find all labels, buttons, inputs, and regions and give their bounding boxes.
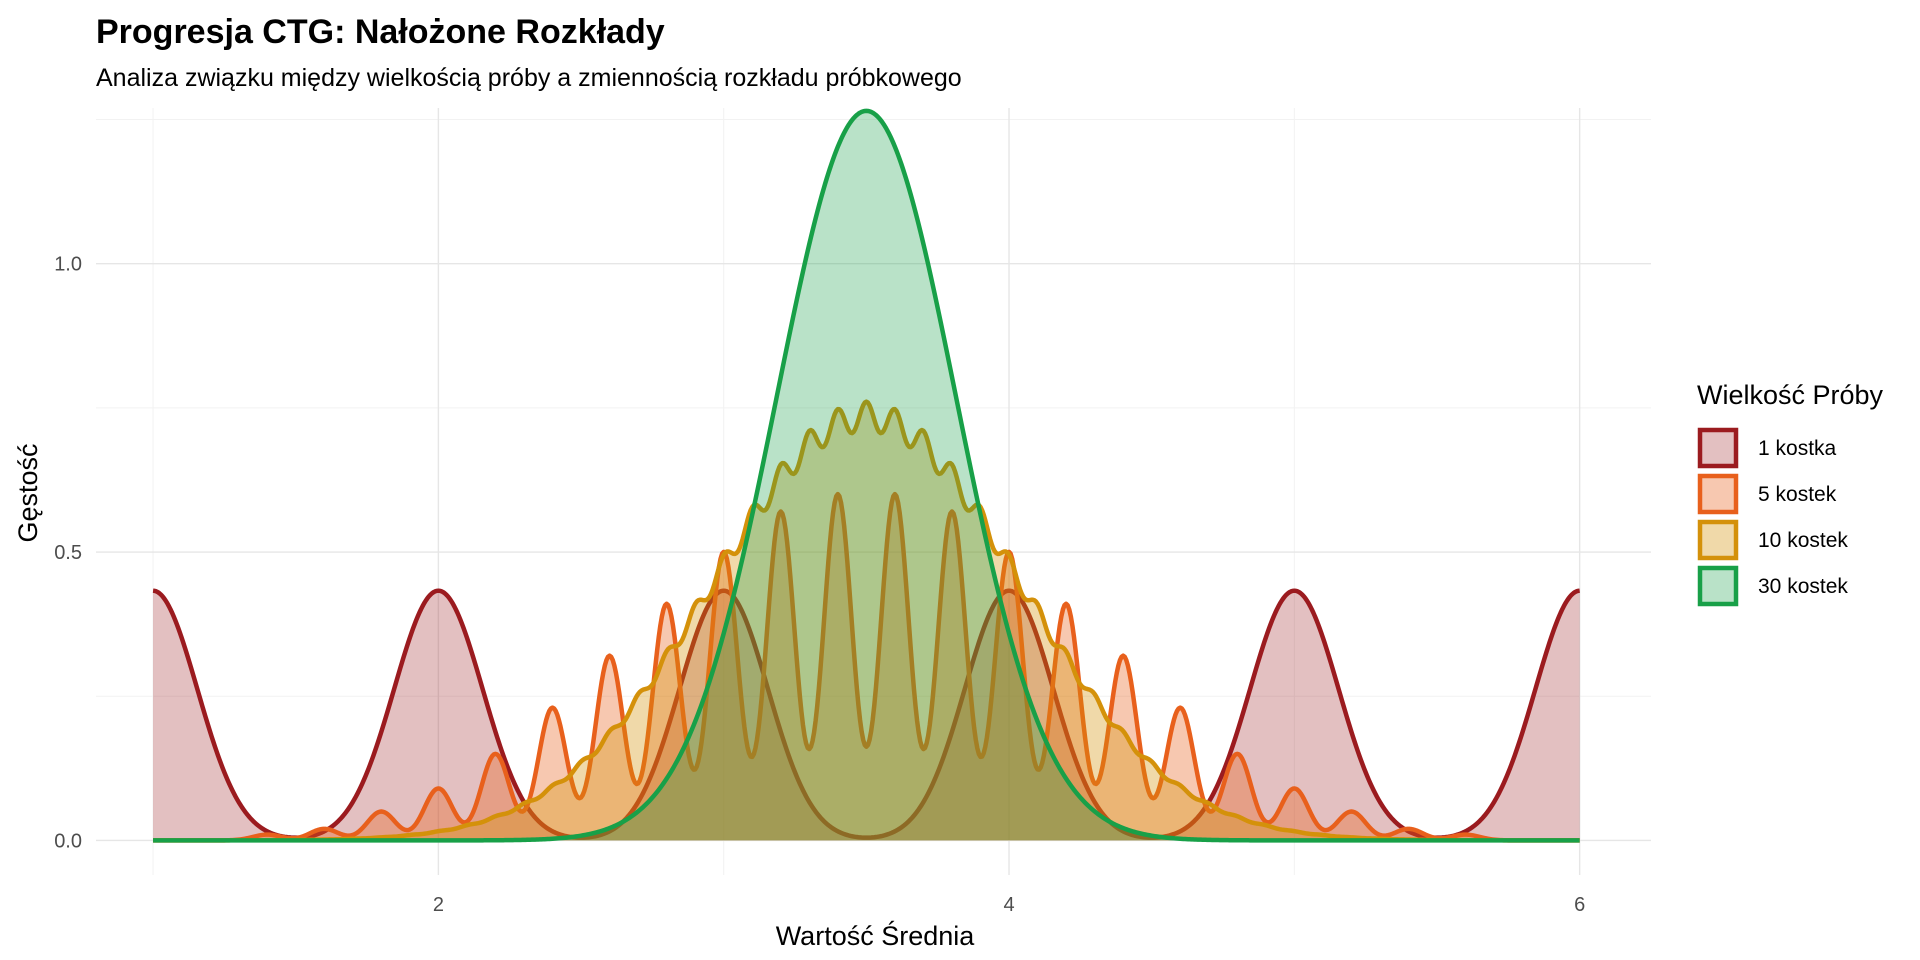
density-line-10-kostek: [152, 399, 1581, 843]
legend-item-10-kostek: 10 kostek: [1697, 519, 1848, 561]
x-tick-label: 4: [1003, 894, 1014, 916]
legend-swatch: [1697, 519, 1739, 561]
legend-title: Wielkość Próby: [1697, 380, 1884, 410]
legend-item-5-kostek: 5 kostek: [1697, 473, 1837, 515]
y-axis-title: Gęstość: [13, 443, 43, 542]
x-tick-label: 6: [1574, 894, 1585, 916]
legend-label: 10 kostek: [1758, 529, 1848, 552]
y-tick-label: 1.0: [54, 254, 82, 276]
legend-item-30-kostek: 30 kostek: [1697, 565, 1848, 607]
legend-items: 1 kostka 5 kostek 10 kostek 30 kostek: [1697, 427, 1848, 607]
legend-label: 1 kostka: [1758, 437, 1837, 460]
series-10-kostek: [152, 399, 1581, 843]
x-axis-title: Wartość Średnia: [776, 919, 976, 951]
legend-item-1-kostka: 1 kostka: [1697, 427, 1837, 469]
x-tick-label: 2: [433, 894, 444, 916]
legend-label: 30 kostek: [1758, 575, 1848, 598]
series-30-kostek: [152, 108, 1581, 843]
series-1-kostka: [152, 588, 1581, 841]
y-tick-label: 0.0: [54, 830, 82, 852]
legend-swatch: [1697, 473, 1739, 515]
legend-swatch: [1697, 565, 1739, 607]
chart-subtitle: Analiza związku między wielkością próby …: [96, 64, 962, 92]
chart-title: Progresja CTG: Nałożone Rozkłady: [96, 13, 665, 51]
y-axis-ticks: 0.0 0.5 1.0: [54, 254, 82, 853]
density-line-1-kostka: [152, 588, 1581, 840]
y-tick-label: 0.5: [54, 542, 82, 564]
density-area-10-kostek: [153, 401, 1580, 841]
series-5-kostek: [152, 491, 1581, 843]
legend-label: 5 kostek: [1758, 483, 1837, 506]
series-layer: [152, 108, 1581, 843]
legend-swatch: [1697, 427, 1739, 469]
density-area-5-kostek: [153, 494, 1580, 841]
density-area-30-kostek: [153, 110, 1580, 841]
x-axis-ticks: 2 4 6: [433, 894, 1585, 916]
density-line-5-kostek: [152, 491, 1581, 843]
density-line-30-kostek: [152, 108, 1581, 843]
legend: Wielkość Próby 1 kostka 5 kostek 10 kostek…: [1697, 380, 1884, 607]
